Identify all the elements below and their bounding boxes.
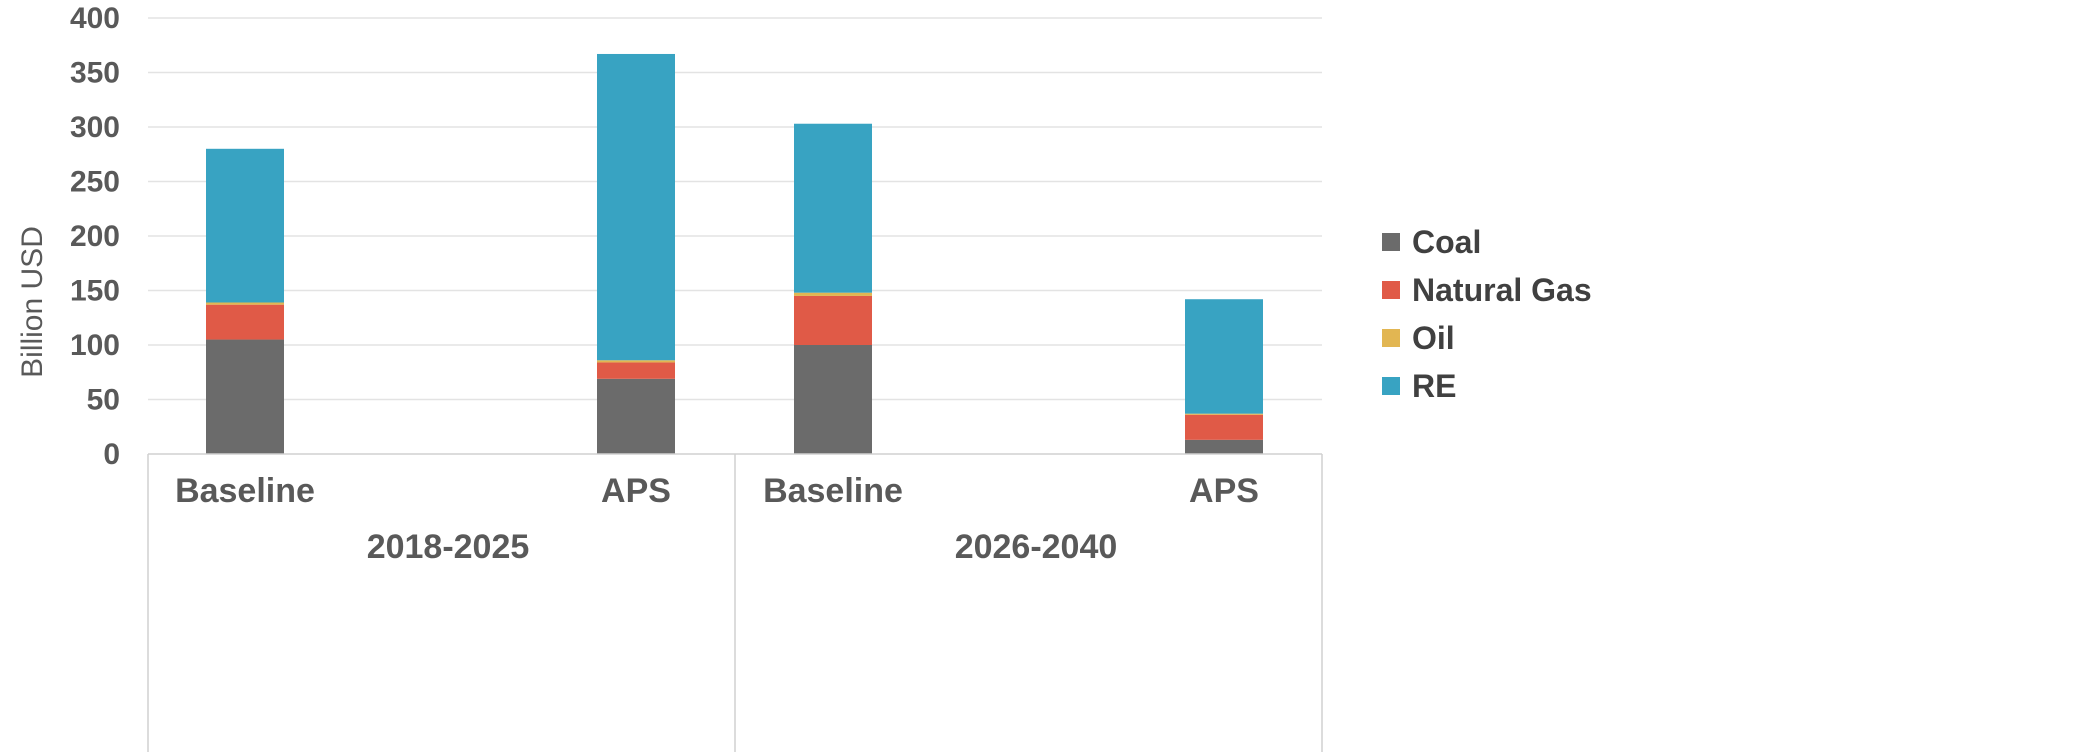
legend-item-re: RE bbox=[1382, 368, 1456, 404]
group-label: 2018-2025 bbox=[367, 528, 530, 566]
y-tick-label: 300 bbox=[70, 111, 120, 144]
bar-stack-4 bbox=[1185, 299, 1263, 454]
y-axis-ticks: 0 50 100 150 200 250 300 350 400 bbox=[70, 2, 120, 471]
bar-stack-3 bbox=[794, 123, 872, 454]
legend-label: Natural Gas bbox=[1412, 272, 1592, 308]
legend-item-coal: Coal bbox=[1382, 224, 1481, 260]
bar-segment-coal bbox=[597, 378, 675, 454]
bars bbox=[206, 53, 1263, 454]
group-labels: 2018-2025 2026-2040 bbox=[367, 528, 1118, 566]
bar-segment-re bbox=[794, 123, 872, 293]
bar-segment-oil bbox=[794, 292, 872, 296]
legend-label: Oil bbox=[1412, 320, 1455, 356]
bar-segment-natural-gas bbox=[794, 295, 872, 345]
category-axis-frame bbox=[147, 453, 1323, 752]
gridlines bbox=[148, 17, 1322, 401]
legend-swatch bbox=[1382, 233, 1400, 251]
y-tick-label: 350 bbox=[70, 57, 120, 90]
category-label: APS bbox=[601, 472, 671, 510]
bar-segment-natural-gas bbox=[206, 304, 284, 340]
category-label: Baseline bbox=[175, 472, 315, 510]
legend: Coal Natural Gas Oil RE bbox=[1382, 224, 1592, 404]
y-tick-label: 200 bbox=[70, 220, 120, 253]
group-label: 2026-2040 bbox=[955, 528, 1118, 566]
bar-segment-natural-gas bbox=[1185, 414, 1263, 440]
bar-segment-oil bbox=[1185, 413, 1263, 415]
y-tick-label: 150 bbox=[70, 275, 120, 308]
y-tick-label: 400 bbox=[70, 2, 120, 35]
y-tick-label: 0 bbox=[103, 438, 120, 471]
bar-stack-1 bbox=[206, 148, 284, 454]
bar-segment-oil bbox=[597, 360, 675, 363]
y-tick-label: 50 bbox=[87, 384, 120, 417]
bar-segment-natural-gas bbox=[597, 362, 675, 379]
bar-stack-2 bbox=[597, 53, 675, 454]
y-axis-label: Billion USD bbox=[16, 226, 49, 378]
legend-item-natural-gas: Natural Gas bbox=[1382, 272, 1592, 308]
legend-swatch bbox=[1382, 329, 1400, 347]
bar-segment-re bbox=[597, 53, 675, 361]
legend-swatch bbox=[1382, 281, 1400, 299]
legend-swatch bbox=[1382, 377, 1400, 395]
category-labels: Baseline APS Baseline APS bbox=[175, 472, 1259, 510]
bar-segment-oil bbox=[206, 302, 284, 305]
bar-segment-coal bbox=[206, 339, 284, 454]
bar-segment-coal bbox=[1185, 439, 1263, 454]
bar-segment-re bbox=[206, 148, 284, 303]
legend-item-oil: Oil bbox=[1382, 320, 1455, 356]
legend-label: RE bbox=[1412, 368, 1456, 404]
category-label: Baseline bbox=[763, 472, 903, 510]
bar-segment-coal bbox=[794, 345, 872, 454]
category-label: APS bbox=[1189, 472, 1259, 510]
y-tick-label: 100 bbox=[70, 329, 120, 362]
bar-segment-re bbox=[1185, 299, 1263, 414]
legend-label: Coal bbox=[1412, 224, 1481, 260]
y-tick-label: 250 bbox=[70, 166, 120, 199]
